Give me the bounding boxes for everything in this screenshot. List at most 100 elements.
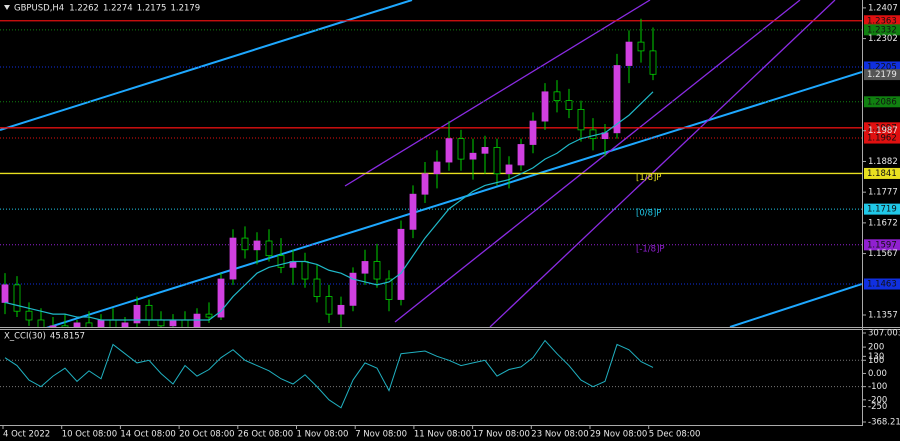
candle-body (529, 120, 537, 145)
candle-body (133, 304, 141, 324)
channel-line (394, 0, 801, 323)
level-label: 1.2086 (867, 97, 897, 107)
candle-body (397, 228, 405, 300)
level-label-box (864, 167, 900, 179)
current-price-box (864, 69, 900, 81)
x-tick-label: 10 Oct 08:00 (62, 430, 117, 440)
y-tick-label: 1.1672 (868, 218, 898, 228)
murray-label: [0/8]P (636, 209, 661, 219)
indicator-title: X_CCI(30) (4, 332, 46, 342)
candle-body (229, 237, 237, 280)
trend-lines (0, 0, 862, 327)
level-label: 1.1597 (867, 240, 897, 250)
candle-body (277, 255, 285, 268)
x-tick-label: 7 Nov 08:00 (355, 430, 407, 440)
level-label: 1.2205 (867, 62, 897, 72)
level-label-box (864, 122, 900, 134)
candle-body (37, 319, 45, 327)
candle-body (253, 240, 261, 251)
candle-body (73, 322, 81, 327)
candle-body (589, 129, 597, 140)
level-label: 1.1841 (867, 169, 897, 179)
x-tick-label: 5 Dec 08:00 (649, 430, 701, 440)
candle-body (409, 193, 417, 230)
candle-body (121, 322, 129, 327)
trend-line (729, 283, 862, 327)
symbol-menu-icon (4, 5, 10, 10)
y-tick-label: 200 (868, 343, 884, 353)
y-tick-label: 130 (868, 352, 884, 362)
candle-body (613, 65, 621, 134)
y-tick-label: 0.00 (868, 369, 887, 379)
candle-body (157, 319, 165, 327)
x-tick-label: 11 Nov 08:00 (414, 430, 471, 440)
candle-body (493, 147, 501, 175)
level-label: 1.2363 (867, 16, 897, 26)
murray-label: [-1/8]P (636, 244, 665, 254)
candle-body (325, 296, 333, 315)
x-tick-label: 20 Oct 08:00 (179, 430, 234, 440)
candle-body (169, 319, 177, 327)
quote-value: 1.2274 (103, 4, 133, 14)
candle-body (481, 147, 489, 154)
y-tick-label: 1.1882 (868, 157, 898, 167)
trend-line (46, 71, 862, 327)
level-label-box (864, 239, 900, 251)
candle-body (433, 161, 441, 175)
y-tick-label: 1.1987 (868, 126, 898, 136)
y-tick-label: 1.1567 (868, 249, 898, 259)
x-tick-label: 26 Oct 08:00 (238, 430, 293, 440)
x-tick-label: 1 Nov 08:00 (297, 430, 349, 440)
quote-value: 1.2262 (69, 4, 99, 14)
quote-value: 1.2175 (137, 4, 167, 14)
candle-body (469, 152, 477, 160)
candle-body (637, 41, 645, 52)
level-label-box (864, 24, 900, 36)
candle-body (337, 304, 345, 315)
candle-body (301, 261, 309, 280)
trend-line (0, 0, 413, 131)
candle-body (541, 91, 549, 122)
level-label: 1.1463 (867, 280, 897, 290)
y-tick-label: 1.1357 (868, 311, 898, 321)
level-label: 1.1997 (867, 123, 897, 133)
candle-body (505, 164, 513, 175)
y-tick-label: 1.1777 (868, 188, 898, 198)
quote-value: 1.2179 (170, 4, 200, 14)
candle-body (361, 261, 369, 274)
candle-body (13, 284, 21, 312)
level-label-box (864, 203, 900, 215)
y-tick-label: -100 (868, 382, 887, 392)
channel-line (489, 0, 836, 327)
indicator-line (4, 339, 654, 409)
x-tick-label: 29 Nov 08:00 (590, 430, 647, 440)
main-plot (0, 18, 862, 327)
channel-line (344, 0, 651, 187)
candle-body (25, 310, 33, 321)
level-label-box (864, 132, 900, 144)
y-tick-label: 100 (868, 356, 884, 366)
candle-body (205, 313, 213, 318)
candle-body (265, 240, 273, 257)
candle-body (145, 304, 153, 321)
candle-body (385, 278, 393, 300)
candle-body (553, 91, 561, 102)
candle-body (1, 284, 9, 303)
level-label-box (864, 96, 900, 108)
candle-body (85, 322, 93, 327)
candle-body (625, 41, 633, 66)
candle-body (193, 313, 201, 327)
candle-body (421, 173, 429, 195)
candle-body (457, 138, 465, 160)
candle-body (373, 261, 381, 280)
y-tick-label: 307.0035 (868, 329, 900, 339)
candle-body (49, 325, 57, 327)
x-tick-label: 23 Nov 08:00 (531, 430, 588, 440)
y-tick-label: 1.2407 (868, 3, 898, 13)
candle-body (313, 278, 321, 297)
level-label-box (864, 61, 900, 73)
candle-body (577, 108, 585, 131)
